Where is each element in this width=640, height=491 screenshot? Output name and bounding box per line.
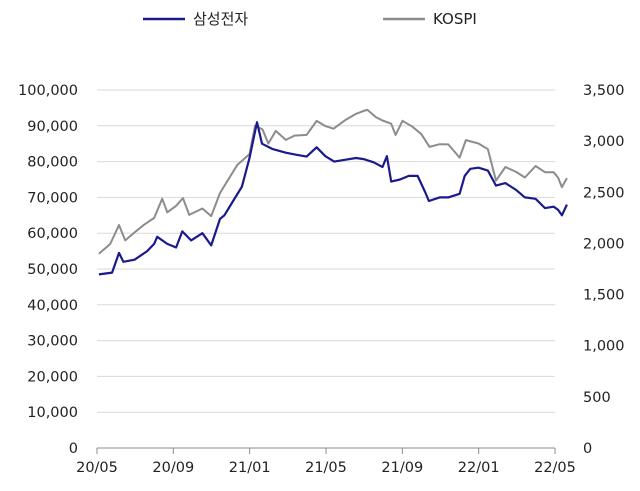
y-right-tick-label: 500 — [583, 390, 611, 406]
y-left-tick-label: 40,000 — [27, 298, 78, 314]
y-left-tick-label: 70,000 — [27, 190, 78, 206]
x-tick-label: 22/01 — [458, 460, 500, 476]
y-right-tick-label: 1,000 — [583, 339, 625, 355]
axes — [96, 447, 556, 454]
x-tick-label: 21/09 — [381, 460, 423, 476]
y-left-tick-label: 30,000 — [27, 334, 78, 350]
x-tick-label: 21/01 — [229, 460, 271, 476]
y-right-tick-label: 2,500 — [583, 185, 625, 201]
x-tick-label: 22/05 — [534, 460, 576, 476]
tick-labels: 0 10,000 20,000 30,000 40,000 50,000 60,000 70,… — [18, 83, 624, 476]
y-right-tick-label: 2,000 — [583, 236, 625, 252]
gridlines — [97, 89, 555, 413]
series-lines — [98, 108, 568, 276]
y-left-tick-label: 100,000 — [18, 83, 78, 99]
x-tick-label: 20/09 — [152, 460, 194, 476]
legend-label: 삼성전자 — [193, 10, 248, 28]
y-right-tick-label: 0 — [583, 441, 592, 457]
series-line-kospi — [98, 108, 568, 255]
y-left-tick-label: 10,000 — [27, 405, 78, 421]
y-right-tick-label: 1,500 — [583, 288, 625, 304]
y-left-tick-label: 60,000 — [27, 226, 78, 242]
series-line-samsung — [98, 121, 568, 276]
legend-label: KOSPI — [433, 10, 477, 28]
y-left-tick-label: 80,000 — [27, 155, 78, 171]
y-left-tick-label: 50,000 — [27, 262, 78, 278]
y-right-tick-label: 3,000 — [583, 134, 625, 150]
x-tick-label: 20/05 — [76, 460, 118, 476]
y-left-tick-label: 90,000 — [27, 119, 78, 135]
x-tick-label: 21/05 — [305, 460, 347, 476]
y-left-tick-label: 20,000 — [27, 369, 78, 385]
legend: 삼성전자 KOSPI — [143, 10, 477, 28]
y-right-tick-label: 3,500 — [583, 83, 625, 99]
y-left-tick-label: 0 — [69, 441, 78, 457]
